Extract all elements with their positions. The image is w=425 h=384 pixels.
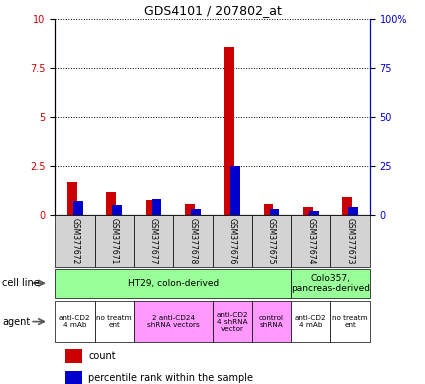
Text: GSM377671: GSM377671 xyxy=(110,218,119,264)
Bar xyxy=(65,349,82,363)
Bar xyxy=(73,201,83,215)
Text: GSM377673: GSM377673 xyxy=(346,218,354,264)
Bar xyxy=(309,211,319,215)
FancyBboxPatch shape xyxy=(94,301,134,343)
Text: HT29, colon-derived: HT29, colon-derived xyxy=(128,279,219,288)
FancyBboxPatch shape xyxy=(55,215,94,267)
FancyBboxPatch shape xyxy=(252,215,291,267)
Bar xyxy=(152,199,162,215)
Text: anti-CD2
4 mAb: anti-CD2 4 mAb xyxy=(59,315,91,328)
Text: percentile rank within the sample: percentile rank within the sample xyxy=(88,373,253,383)
FancyBboxPatch shape xyxy=(173,215,212,267)
FancyBboxPatch shape xyxy=(252,301,291,343)
Bar xyxy=(264,204,273,215)
Bar xyxy=(269,209,279,215)
Text: no treatm
ent: no treatm ent xyxy=(96,315,132,328)
FancyBboxPatch shape xyxy=(55,268,291,298)
Bar xyxy=(224,46,234,215)
Text: agent: agent xyxy=(2,316,30,327)
Text: cell line: cell line xyxy=(2,278,40,288)
Text: GSM377677: GSM377677 xyxy=(149,218,158,264)
FancyBboxPatch shape xyxy=(291,301,331,343)
FancyBboxPatch shape xyxy=(291,215,331,267)
FancyBboxPatch shape xyxy=(134,215,173,267)
Bar xyxy=(146,200,156,215)
Text: GSM377674: GSM377674 xyxy=(306,218,315,264)
Bar xyxy=(112,205,122,215)
Text: anti-CD2
4 mAb: anti-CD2 4 mAb xyxy=(295,315,326,328)
Bar xyxy=(185,204,195,215)
Text: GSM377672: GSM377672 xyxy=(71,218,79,264)
Bar xyxy=(191,209,201,215)
Bar xyxy=(65,371,82,384)
FancyBboxPatch shape xyxy=(331,215,370,267)
FancyBboxPatch shape xyxy=(291,268,370,298)
Text: GSM377678: GSM377678 xyxy=(188,218,197,264)
Bar xyxy=(230,166,240,215)
Text: no treatm
ent: no treatm ent xyxy=(332,315,368,328)
Text: 2 anti-CD24
shRNA vectors: 2 anti-CD24 shRNA vectors xyxy=(147,315,200,328)
Text: GSM377676: GSM377676 xyxy=(228,218,237,264)
Text: anti-CD2
4 shRNA
vector: anti-CD2 4 shRNA vector xyxy=(216,311,248,332)
Bar xyxy=(303,207,313,215)
Text: count: count xyxy=(88,351,116,361)
Bar xyxy=(67,182,77,215)
FancyBboxPatch shape xyxy=(134,301,212,343)
Text: control
shRNA: control shRNA xyxy=(259,315,284,328)
Bar xyxy=(348,207,358,215)
FancyBboxPatch shape xyxy=(331,301,370,343)
FancyBboxPatch shape xyxy=(55,301,94,343)
FancyBboxPatch shape xyxy=(212,301,252,343)
FancyBboxPatch shape xyxy=(212,215,252,267)
Text: Colo357,
pancreas-derived: Colo357, pancreas-derived xyxy=(291,273,370,293)
Bar xyxy=(106,192,116,215)
Bar xyxy=(342,197,352,215)
Text: GSM377675: GSM377675 xyxy=(267,218,276,264)
FancyBboxPatch shape xyxy=(94,215,134,267)
Title: GDS4101 / 207802_at: GDS4101 / 207802_at xyxy=(144,3,281,17)
